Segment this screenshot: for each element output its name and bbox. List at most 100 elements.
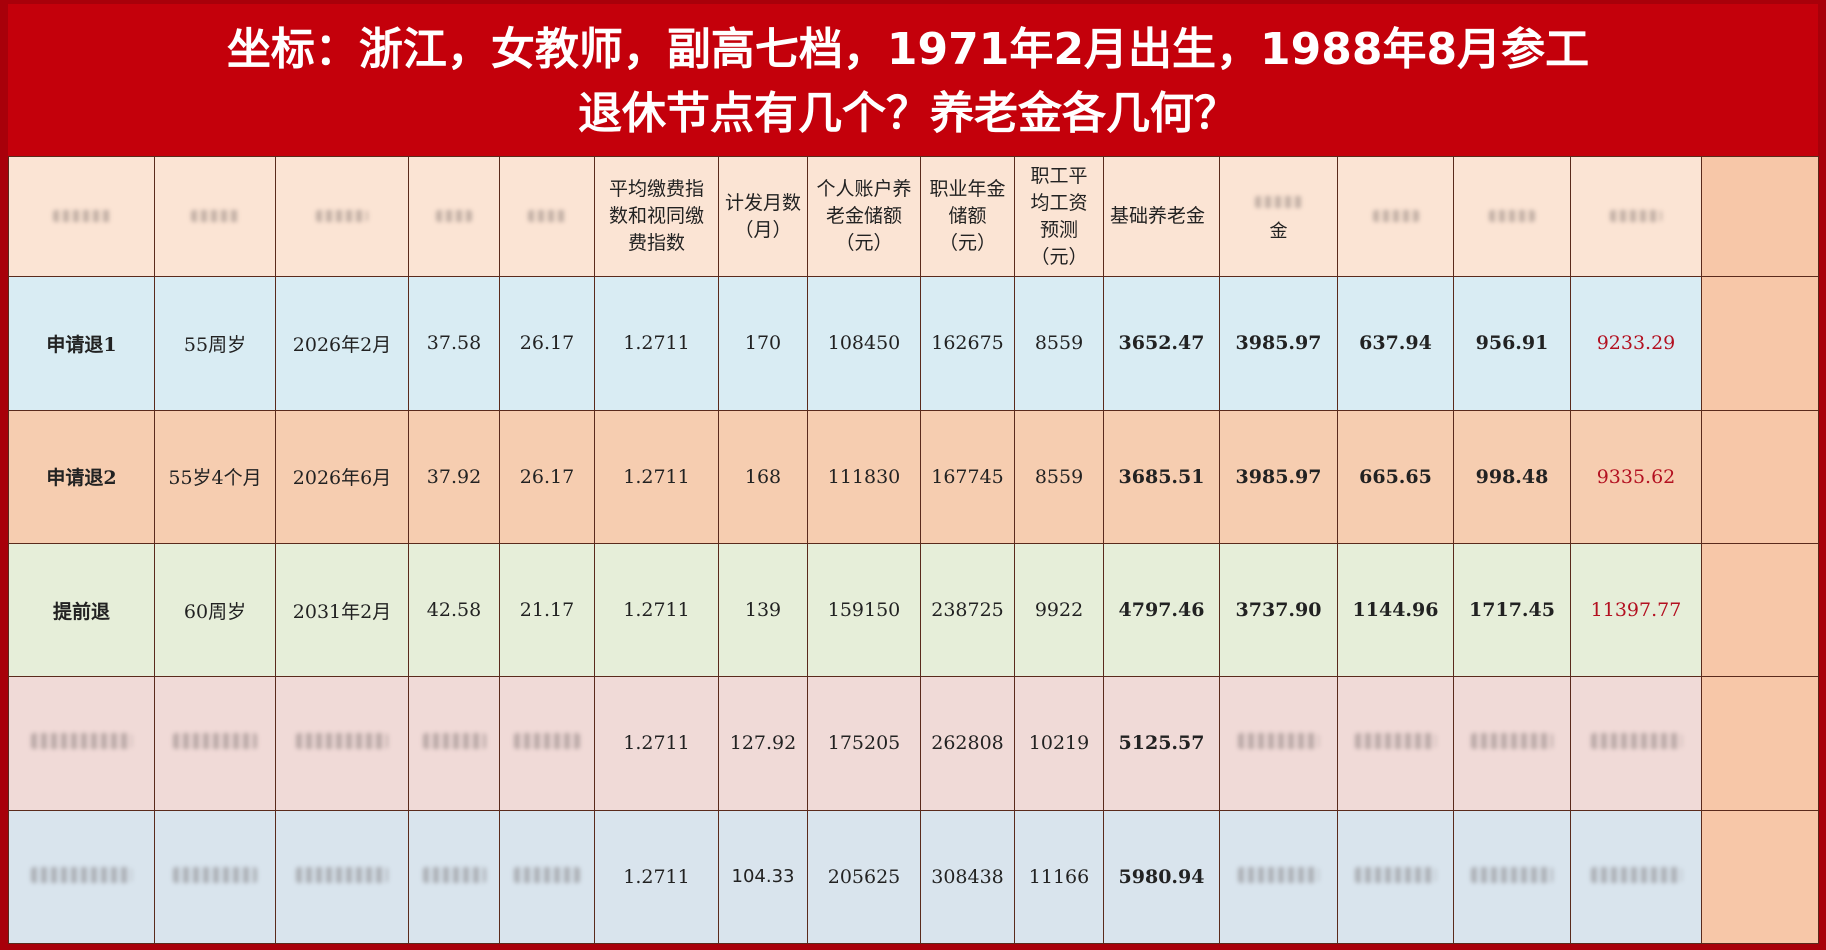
- row-c13: 956.91: [1453, 276, 1571, 411]
- title-line-2: 退休节点有几个？养老金各几何？: [578, 88, 1238, 139]
- row-annuity: 308438: [920, 809, 1015, 945]
- row-empty: [1701, 676, 1819, 811]
- row-personal: 205625: [807, 809, 921, 945]
- row-name-blurred: [8, 676, 155, 811]
- row-wage: 8559: [1014, 276, 1104, 411]
- page-title: 坐标：浙江，女教师，副高七档，1971年2月出生，1988年8月参工 退休节点有…: [0, 18, 1826, 146]
- header-avg-wage: 职工平均工资预测（元）: [1014, 155, 1104, 278]
- row-date-blurred: [275, 676, 409, 811]
- header-cell-blurred: [408, 155, 500, 278]
- row-c11: 3985.97: [1219, 276, 1338, 411]
- header-months: 计发月数（月）: [718, 155, 808, 278]
- row-name-blurred: [8, 809, 155, 945]
- header-annuity: 职业年金储额（元）: [920, 155, 1015, 278]
- row-annuity: 238725: [920, 542, 1015, 678]
- table-row: 1.2711 127.92 175205 262808 10219 5125.5…: [8, 676, 1819, 811]
- row-c12-blurred: [1337, 676, 1454, 811]
- row-name: 提前退: [8, 542, 155, 678]
- row-wage: 9922: [1014, 542, 1104, 678]
- row-wage: 8559: [1014, 409, 1104, 544]
- row-c12: 637.94: [1337, 276, 1454, 411]
- row-index: 1.2711: [594, 676, 719, 811]
- table-row: 1.2711 104.33 205625 308438 11166 5980.9…: [8, 809, 1819, 945]
- row-personal: 175205: [807, 676, 921, 811]
- row-c13: 1717.45: [1453, 542, 1571, 678]
- row-annuity: 162675: [920, 276, 1015, 411]
- row-years-b-blurred: [499, 809, 595, 945]
- row-total: 11397.77: [1570, 542, 1702, 678]
- header-cell-blurred: [499, 155, 595, 278]
- row-date: 2031年2月: [275, 542, 409, 678]
- row-c12: 1144.96: [1337, 542, 1454, 678]
- row-total-blurred: [1570, 809, 1702, 945]
- header-row: 平均缴费指数和视同缴费指数 计发月数（月） 个人账户养老金储额（元） 职业年金储…: [8, 155, 1819, 278]
- row-years-a: 37.92: [408, 409, 500, 544]
- row-age: 55周岁: [154, 276, 276, 411]
- header-cell-empty: [1701, 155, 1819, 278]
- row-age-blurred: [154, 676, 276, 811]
- row-personal: 159150: [807, 542, 921, 678]
- row-years-b: 21.17: [499, 542, 595, 678]
- row-empty: [1701, 276, 1819, 411]
- row-date: 2026年2月: [275, 276, 409, 411]
- row-years-a: 37.58: [408, 276, 500, 411]
- row-basic: 3685.51: [1103, 409, 1220, 544]
- row-months: 170: [718, 276, 808, 411]
- table-row: 提前退 60周岁 2031年2月 42.58 21.17 1.2711 139 …: [8, 542, 1819, 678]
- row-index: 1.2711: [594, 276, 719, 411]
- row-basic: 4797.46: [1103, 542, 1220, 678]
- header-cell-blurred: [275, 155, 409, 278]
- header-basic-pension: 基础养老金: [1103, 155, 1220, 278]
- row-total-blurred: [1570, 676, 1702, 811]
- row-name: 申请退2: [8, 409, 155, 544]
- row-c11: 3985.97: [1219, 409, 1338, 544]
- title-line-1: 坐标：浙江，女教师，副高七档，1971年2月出生，1988年8月参工: [226, 24, 1590, 75]
- row-c12: 665.65: [1337, 409, 1454, 544]
- row-years-b: 26.17: [499, 276, 595, 411]
- header-cell-11-tail: 金: [1269, 220, 1288, 242]
- row-months: 139: [718, 542, 808, 678]
- row-empty: [1701, 809, 1819, 945]
- row-total: 9335.62: [1570, 409, 1702, 544]
- row-years-b: 26.17: [499, 409, 595, 544]
- row-empty: [1701, 542, 1819, 678]
- header-cell-blurred: [1337, 155, 1454, 278]
- header-cell-blurred: [1453, 155, 1571, 278]
- header-cell-blurred: [154, 155, 276, 278]
- row-c11: 3737.90: [1219, 542, 1338, 678]
- row-total: 9233.29: [1570, 276, 1702, 411]
- row-c13-blurred: [1453, 809, 1571, 945]
- row-months: 127.92: [718, 676, 808, 811]
- row-index: 1.2711: [594, 542, 719, 678]
- header-avg-index: 平均缴费指数和视同缴费指数: [594, 155, 719, 278]
- table-row: 申请退2 55岁4个月 2026年6月 37.92 26.17 1.2711 1…: [8, 409, 1819, 544]
- row-c13: 998.48: [1453, 409, 1571, 544]
- header-cell-blurred: [8, 155, 155, 278]
- row-annuity: 262808: [920, 676, 1015, 811]
- row-years-a-blurred: [408, 809, 500, 945]
- row-years-b-blurred: [499, 676, 595, 811]
- row-age: 60周岁: [154, 542, 276, 678]
- row-index: 1.2711: [594, 809, 719, 945]
- row-basic: 5980.94: [1103, 809, 1220, 945]
- row-basic: 3652.47: [1103, 276, 1220, 411]
- row-c11-blurred: [1219, 676, 1338, 811]
- row-basic: 5125.57: [1103, 676, 1220, 811]
- row-date-blurred: [275, 809, 409, 945]
- row-index: 1.2711: [594, 409, 719, 544]
- row-months: 104.33: [718, 809, 808, 945]
- pension-table: 平均缴费指数和视同缴费指数 计发月数（月） 个人账户养老金储额（元） 职业年金储…: [8, 155, 1819, 945]
- row-c13-blurred: [1453, 676, 1571, 811]
- row-c12-blurred: [1337, 809, 1454, 945]
- row-annuity: 167745: [920, 409, 1015, 544]
- header-cell-11: 金: [1219, 155, 1338, 278]
- row-months: 168: [718, 409, 808, 544]
- row-wage: 11166: [1014, 809, 1104, 945]
- row-name: 申请退1: [8, 276, 155, 411]
- table-row: 申请退1 55周岁 2026年2月 37.58 26.17 1.2711 170…: [8, 276, 1819, 411]
- row-years-a-blurred: [408, 676, 500, 811]
- row-personal: 111830: [807, 409, 921, 544]
- row-date: 2026年6月: [275, 409, 409, 544]
- header-cell-blurred: [1570, 155, 1702, 278]
- row-age-blurred: [154, 809, 276, 945]
